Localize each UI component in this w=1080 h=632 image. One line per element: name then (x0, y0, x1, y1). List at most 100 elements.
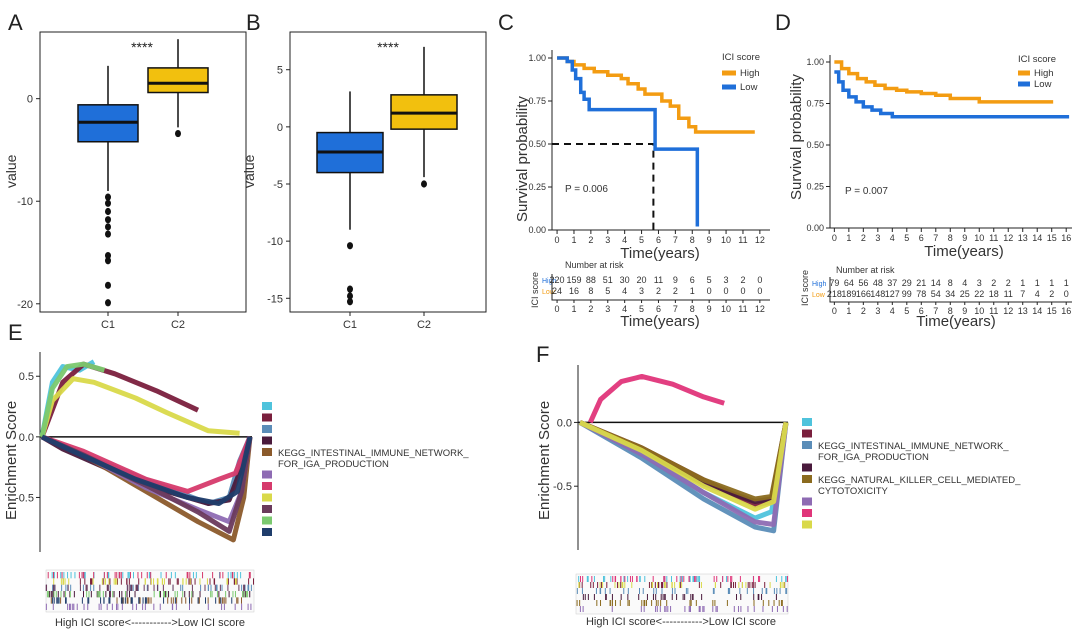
x-tick-label: C1 (101, 319, 115, 331)
box-outlier (105, 299, 111, 307)
y-tick-label: 1.00 (806, 57, 824, 67)
box-outlier (105, 223, 111, 231)
risk-low-count: 24 (552, 286, 562, 296)
risk-low-count: 218 (827, 289, 842, 299)
risk-low-count: 127 (885, 289, 900, 299)
panel-c-curves (552, 56, 755, 230)
y-tick-label: 0.25 (528, 182, 546, 192)
box-outlier (421, 180, 427, 188)
box-outlier (105, 251, 111, 260)
panel-d-risk-high-tag: High (812, 281, 827, 288)
panel-d-risk-axes (829, 277, 1072, 303)
x-tick-label: 10 (721, 235, 731, 245)
panel-d-legend-high: High (1034, 68, 1054, 79)
es-curve (578, 420, 789, 527)
x-tick-label: 12 (755, 235, 765, 245)
panel-c-y-ticks: 0.00 0.25 0.50 0.75 1.00 (528, 53, 552, 235)
legend-swatch (802, 475, 812, 483)
risk-high-count: 29 (902, 278, 912, 288)
km-curve-low (557, 56, 700, 227)
panel-a-significance: **** (131, 39, 153, 55)
legend-swatch (262, 402, 272, 410)
panel-e-y-ticks: 0.5 0.0 -0.5 (15, 371, 40, 504)
legend-swatch (262, 516, 272, 525)
risk-x-tick-label: 16 (1061, 306, 1071, 316)
panel-c-label: C (498, 10, 514, 35)
x-tick-label: 5 (639, 235, 644, 245)
risk-low-count: 8 (588, 286, 593, 296)
panel-c-x-ticks: 0 1 2 3 4 5 6 7 8 9 10 11 12 (555, 230, 765, 245)
legend-swatch (262, 482, 272, 490)
legend-swatch (262, 528, 272, 536)
panel-b-frame (289, 31, 487, 313)
legend-swatch (262, 436, 272, 445)
legend-label-line: FOR_IGA_PRODUCTION (278, 459, 389, 470)
x-tick-label: 5 (904, 233, 909, 243)
legend-swatch (802, 497, 812, 506)
risk-low-count: 4 (622, 286, 627, 296)
legend-label: KEGG_INTESTINAL_IMMUNE_NETWORK_ FOR_IGA_P… (818, 441, 1009, 463)
panel-d-pvalue: P = 0.007 (845, 186, 888, 197)
risk-x-tick-label: 7 (933, 306, 938, 316)
x-tick-label: 3 (605, 235, 610, 245)
risk-x-tick-label: 6 (656, 304, 661, 314)
panel-c-risk-low-tag: Low (542, 289, 556, 296)
risk-high-count: 48 (873, 278, 883, 288)
panel-b-boxes (316, 46, 458, 306)
x-tick-label: 7 (933, 233, 938, 243)
risk-high-count: 4 (962, 278, 967, 288)
x-tick-label: 16 (1061, 233, 1071, 243)
risk-x-tick-label: 6 (919, 306, 924, 316)
y-tick-label: -10 (267, 236, 283, 248)
risk-x-tick-label: 12 (755, 304, 765, 314)
x-tick-label: 0 (555, 235, 560, 245)
panel-e-curves (39, 359, 253, 543)
panel-c-pvalue: P = 0.006 (565, 184, 608, 195)
risk-x-tick-label: 9 (707, 304, 712, 314)
panel-d: D 0.000.250.500.751.00 0 1 2 3 4 5 6 7 8 9 10 11 12 1… (775, 10, 1072, 330)
legend-swatch (262, 470, 272, 479)
risk-high-count: 64 (844, 278, 854, 288)
risk-x-tick-label: 1 (846, 306, 851, 316)
y-tick-label: 0.50 (806, 140, 824, 150)
risk-x-tick-label: 0 (832, 306, 837, 316)
y-tick-label: 0.25 (806, 182, 824, 192)
risk-high-count: 20 (637, 275, 647, 285)
risk-x-tick-label: 5 (904, 306, 909, 316)
y-tick-label: 0.50 (528, 139, 546, 149)
risk-low-count: 4 (1035, 289, 1040, 299)
y-tick-label: 0.75 (806, 99, 824, 109)
risk-low-count: 166 (856, 289, 871, 299)
risk-low-count: 3 (639, 286, 644, 296)
risk-x-tick-label: 0 (555, 304, 560, 314)
es-curve (588, 373, 725, 424)
panel-d-x-ticks: 0 1 2 3 4 5 6 7 8 9 10 11 12 13 14 15 16 (832, 228, 1071, 243)
es-curve (578, 420, 789, 512)
box-c2 (147, 67, 209, 94)
panel-e-rug (45, 569, 255, 613)
km-curve-high (557, 56, 755, 134)
panel-a: A 0 -10 -20 C1 C2 value **** (3, 10, 247, 331)
risk-high-count: 6 (690, 275, 695, 285)
risk-x-tick-label: 4 (890, 306, 895, 316)
legend-swatch (262, 493, 272, 502)
x-tick-label: 11 (738, 235, 747, 245)
legend-label-line: CYTOTOXICITY (818, 486, 889, 497)
panel-d-y-label: Survival probability (788, 74, 805, 200)
x-tick-label: 4 (622, 235, 627, 245)
y-tick-label: 0 (27, 94, 33, 106)
panel-c-risk-x-ticks: 0 1 2 3 4 5 6 7 8 9 10 11 12 (555, 300, 765, 314)
risk-high-count: 1 (1049, 278, 1054, 288)
legend-label-line: KEGG_NATURAL_KILLER_CELL_MEDIATED_ (818, 475, 1021, 486)
risk-low-count: 11 (1004, 289, 1013, 299)
panel-a-frame (39, 31, 247, 313)
risk-low-count: 1 (690, 286, 695, 296)
panel-d-risk-ylabel: ICI score (800, 270, 810, 306)
x-tick-label: 8 (690, 235, 695, 245)
risk-low-count: 25 (960, 289, 970, 299)
y-tick-label: -0.5 (15, 492, 34, 504)
risk-x-tick-label: 12 (1003, 306, 1013, 316)
y-tick-label: 0.75 (528, 96, 546, 106)
y-tick-label: 0.0 (557, 417, 572, 429)
x-tick-label: 13 (1018, 233, 1028, 243)
